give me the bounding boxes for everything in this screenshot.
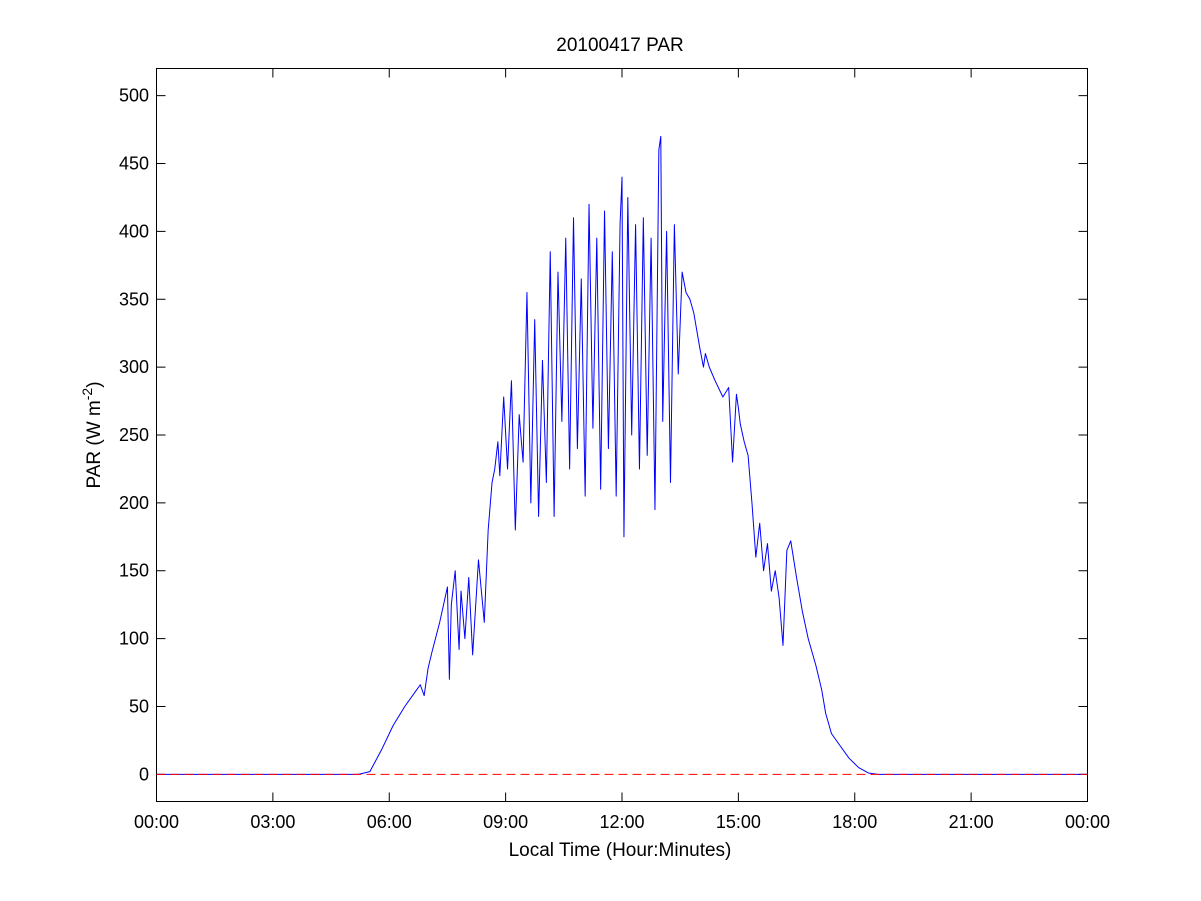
x-tick-label: 18:00 [832,812,877,832]
y-axis-label-superscript: -2 [79,388,95,401]
x-tick-label: 03:00 [250,812,295,832]
y-tick-label: 350 [119,289,149,309]
x-tick-label: 21:00 [949,812,994,832]
x-tick-label: 12:00 [599,812,644,832]
series-layer [156,135,1088,775]
y-tick-label: 250 [119,425,149,445]
y-tick-label: 200 [119,493,149,513]
par-series-line [156,135,1088,775]
x-tick-label: 00:00 [134,812,179,832]
y-tick-label: 300 [119,357,149,377]
chart-title: 20100417 PAR [556,35,683,56]
y-tick-label: 450 [119,154,149,174]
x-axis-label: Local Time (Hour:Minutes) [509,840,732,861]
y-axis: 0 50 100 150 200 250 300 350 400 450 500 [119,86,1088,784]
y-tick-label: 50 [129,696,149,716]
y-tick-label: 500 [119,86,149,106]
y-tick-label: 150 [119,561,149,581]
y-axis-label-text: PAR (W m [84,400,105,488]
x-tick-label: 06:00 [367,812,412,832]
y-tick-label: 100 [119,629,149,649]
y-tick-label: 0 [139,764,149,784]
x-tick-label: 00:00 [1065,812,1110,832]
x-tick-label: 15:00 [716,812,761,832]
y-axis-label: PAR (W m-2) [79,381,105,488]
y-tick-label: 400 [119,221,149,241]
y-axis-label-suffix: ) [84,381,105,387]
x-tick-label: 09:00 [483,812,528,832]
x-axis: 00:00 03:00 06:00 09:00 12:00 15:00 18:00 21:00… [134,68,1110,832]
